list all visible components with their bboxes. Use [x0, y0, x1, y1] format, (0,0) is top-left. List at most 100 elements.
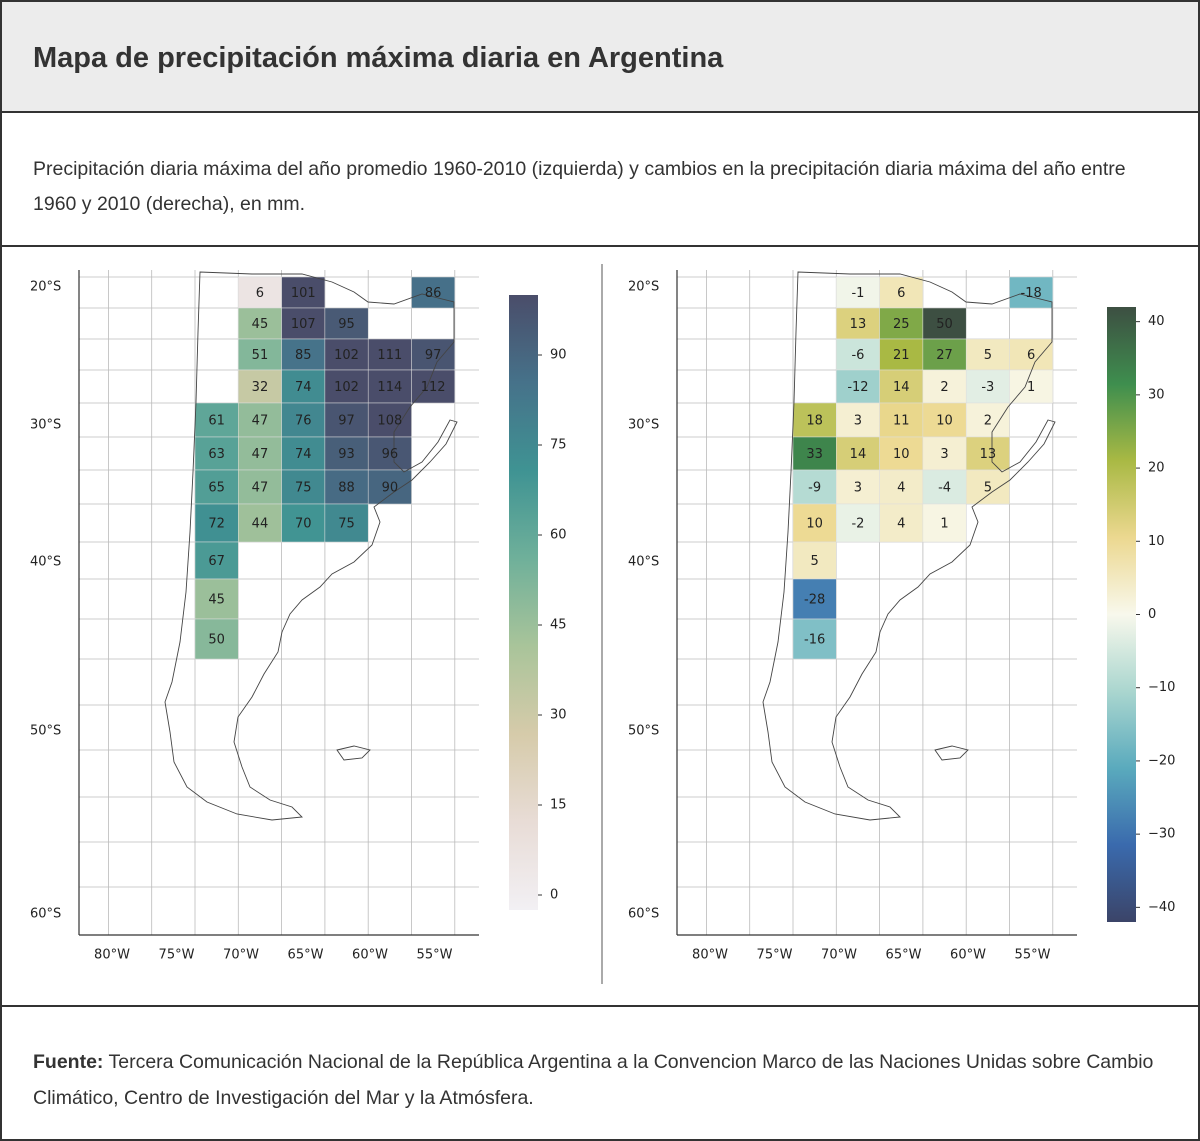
cell-label: 74	[295, 447, 312, 462]
coastline	[164, 271, 458, 821]
grid-cell	[922, 503, 967, 543]
divider	[2, 1005, 1198, 1007]
cell-label: 2	[940, 380, 948, 395]
cell-label: 88	[338, 481, 355, 496]
grid-cell	[965, 369, 1010, 404]
grid-cell	[879, 276, 924, 309]
cell-label: -12	[847, 380, 868, 395]
cell-label: 3	[940, 447, 948, 462]
cell-label: 3	[854, 481, 862, 496]
grid-cell	[965, 469, 1010, 505]
colorbar-tick-label: 15	[550, 798, 567, 813]
cell-label: 13	[980, 447, 997, 462]
grid-cell	[324, 338, 369, 371]
cell-label: 1	[1027, 380, 1035, 395]
cell-label: 45	[252, 317, 269, 332]
divider	[2, 245, 1198, 247]
cell-label: -3	[981, 380, 994, 395]
cell-label: 74	[295, 380, 312, 395]
footer-text: Tercera Comunicación Nacional de la Repú…	[33, 1051, 1154, 1109]
cell-label: 108	[377, 414, 402, 429]
grid-cell	[836, 307, 880, 340]
lon-label: 70°W	[821, 948, 857, 963]
cell-label: 6	[897, 286, 905, 301]
cell-label: -4	[938, 481, 951, 496]
cell-label: 21	[893, 348, 910, 363]
colorbar-tick-label: 45	[550, 618, 567, 633]
cell-label: 86	[425, 286, 442, 301]
cell-label: 14	[893, 380, 910, 395]
lat-label: 60°S	[628, 907, 659, 922]
grid-cell	[1009, 276, 1054, 309]
colorbar-tick-label: 30	[1148, 387, 1165, 402]
cell-label: 96	[382, 447, 399, 462]
grid-cell	[836, 338, 880, 371]
lon-label: 80°W	[94, 948, 130, 963]
cell-label: 102	[334, 348, 359, 363]
grid-cell	[922, 436, 967, 471]
cell-label: 76	[295, 414, 312, 429]
grid-cell	[324, 436, 369, 471]
cell-label: -1	[851, 286, 864, 301]
grid-cell	[324, 369, 369, 404]
cell-label: 61	[208, 414, 225, 429]
grid-cell	[281, 307, 326, 340]
cell-label: 10	[893, 447, 910, 462]
lat-label: 50°S	[30, 724, 61, 739]
grid-cell	[238, 307, 282, 340]
cell-label: 93	[338, 447, 355, 462]
cell-label: 112	[421, 380, 446, 395]
cell-label: 47	[252, 447, 269, 462]
lat-label: 20°S	[30, 280, 61, 295]
colorbar-tick-label: 40	[1148, 314, 1165, 329]
cell-label: 47	[252, 414, 269, 429]
cell-label: 6	[1027, 348, 1035, 363]
cell-label: 4	[897, 517, 905, 532]
grid-cell	[922, 307, 967, 340]
grid-cell	[194, 618, 239, 660]
cell-label: 5	[984, 348, 992, 363]
lat-label: 60°S	[30, 907, 61, 922]
colorbar-tick-label: −40	[1148, 900, 1175, 915]
lat-label: 40°S	[628, 555, 659, 570]
lon-label: 65°W	[886, 948, 922, 963]
colorbar-tick-label: 60	[550, 528, 567, 543]
colorbar-tick-label: −30	[1148, 827, 1175, 842]
colorbar-tick-label: −20	[1148, 753, 1175, 768]
map-panel: 6 101 86 45 107 95 51 85 102 111 97 32 74 102 114 112 61…	[30, 270, 567, 963]
grid-cell	[367, 436, 412, 471]
grid-cell	[836, 503, 880, 543]
grid-cell	[238, 436, 282, 471]
grid-cell	[367, 338, 412, 371]
lat-label: 50°S	[628, 724, 659, 739]
grid-cell	[879, 503, 924, 543]
grid-cell	[965, 436, 1010, 471]
cell-label: 47	[252, 481, 269, 496]
cell-label: 75	[338, 517, 355, 532]
grid-cell	[194, 402, 239, 438]
colorbar	[1107, 307, 1136, 922]
colorbar-tick-label: 30	[550, 708, 567, 723]
lat-label: 30°S	[628, 418, 659, 433]
cell-label: 2	[984, 414, 992, 429]
colorbar-tick-label: 75	[550, 438, 567, 453]
cell-label: 13	[850, 317, 867, 332]
cell-label: 75	[295, 481, 312, 496]
grid-cell	[238, 276, 282, 309]
cell-label: 50	[208, 633, 225, 648]
grid-cell	[238, 369, 282, 404]
cell-label: 18	[806, 414, 823, 429]
grid-cell	[836, 402, 880, 438]
lat-label: 40°S	[30, 555, 61, 570]
cell-label: 33	[806, 447, 823, 462]
grid-cell	[792, 541, 837, 580]
cell-label: 6	[256, 286, 264, 301]
cell-label: 114	[377, 380, 402, 395]
grid-cell	[879, 436, 924, 471]
grid-cell	[194, 541, 239, 580]
cell-label: 101	[291, 286, 316, 301]
cell-label: 51	[252, 348, 269, 363]
